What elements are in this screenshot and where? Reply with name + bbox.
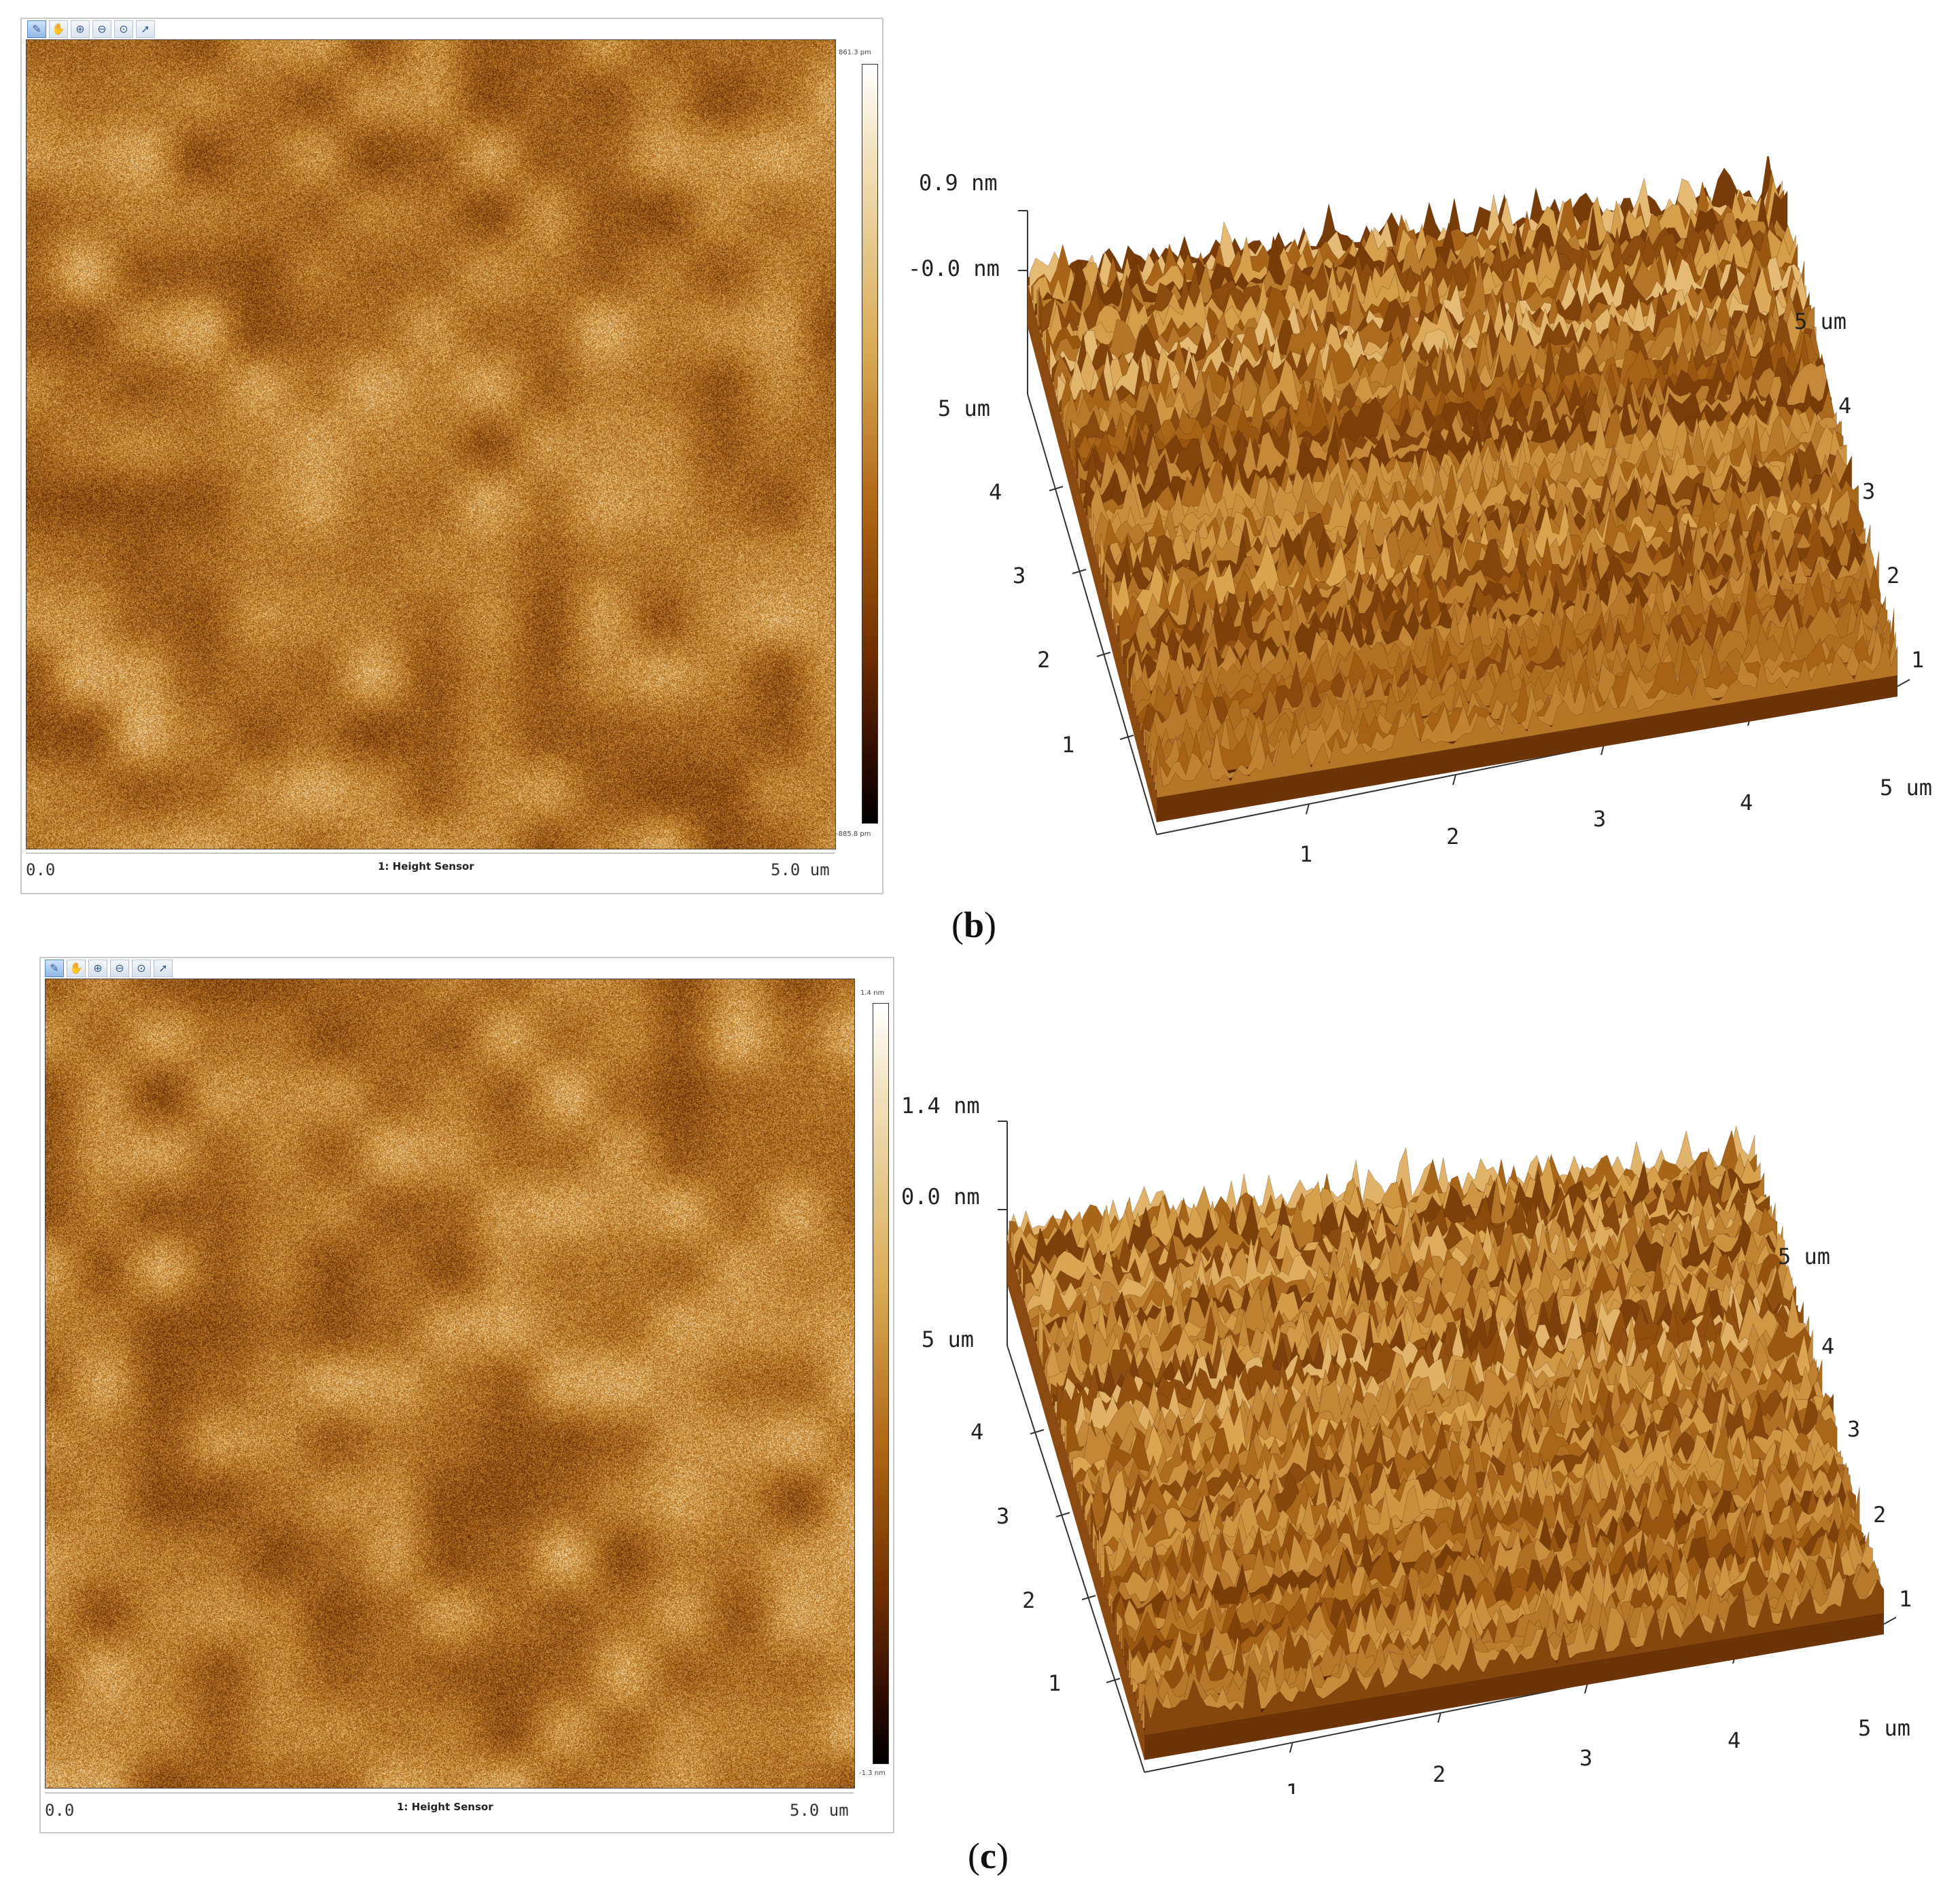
x-tick-1-b: 1: [1299, 841, 1312, 863]
z-top-label-c: 1.4 nm: [901, 1093, 980, 1119]
y-tick-4-c: 4: [970, 1419, 983, 1445]
surface-left-b: [1028, 283, 1157, 822]
x-tick-4-b: 4: [1740, 790, 1753, 815]
z-top-label-b: 0.9 nm: [919, 170, 998, 196]
toolbar-c: ✎ ✋ ⊕ ⊖ ⊙ ➚: [45, 958, 173, 979]
colorbar-min-c: -1.3 nm: [859, 1770, 886, 1777]
y-tick-3-c: 3: [996, 1503, 1009, 1529]
panel-label-c: (c): [968, 1835, 1009, 1876]
right-tick-1-b: 1: [1911, 647, 1924, 673]
surface-front-c: [1144, 1611, 1884, 1760]
right-tick-3-b: 3: [1862, 478, 1875, 504]
x-tick-2-c: 2: [1433, 1761, 1446, 1787]
right-tick-2-b: 2: [1887, 563, 1900, 588]
right-tick-3-c: 3: [1847, 1416, 1860, 1442]
right-tick-4-c: 4: [1821, 1333, 1834, 1359]
x-tick-1-c: 1: [1286, 1779, 1299, 1794]
right-max-label-b: 5 um: [1794, 309, 1847, 334]
channel-name-c: 1: Height Sensor: [397, 1801, 493, 1813]
axis-start-b: 0.0: [26, 860, 56, 879]
height-image-b: [26, 39, 836, 849]
x-tick-3-c: 3: [1579, 1745, 1592, 1771]
pencil-icon[interactable]: ✎: [45, 960, 64, 977]
z-mid-label-c: 0.0 nm: [901, 1184, 980, 1210]
y-max-label-c: 5 um: [922, 1326, 974, 1352]
zoom-out-icon[interactable]: ⊖: [92, 20, 111, 38]
surface-3d-c: 1.4 nm 0.0 nm 5 um 4 3 2 1 1 2 3 4 5 um …: [901, 1093, 1912, 1794]
channel-name-b: 1: Height Sensor: [378, 860, 474, 873]
surface-3d-b: 0.9 nm -0.0 nm 5 um 4 3 2 1 1 2 3 4 5 um…: [908, 156, 1932, 863]
x-tick-2-b: 2: [1446, 824, 1459, 849]
right-tick-4-b: 4: [1838, 393, 1851, 419]
zoom-reset-icon[interactable]: ⊙: [114, 20, 133, 38]
y-tick-2-c: 2: [1022, 1587, 1035, 1613]
axis-end-c: 5.0 um: [790, 1801, 849, 1820]
pencil-icon[interactable]: ✎: [27, 20, 46, 38]
y-axis-c: [1007, 1345, 1145, 1773]
zoom-in-icon[interactable]: ⊕: [88, 960, 107, 977]
y-max-label-b: 5 um: [938, 395, 990, 421]
right-tick-1-c: 1: [1899, 1586, 1912, 1612]
colorbar-max-c: 1.4 nm: [860, 989, 885, 997]
surface-spikes-c: [1007, 1125, 1885, 1736]
colorbar-c: [873, 1003, 889, 1764]
zoom-in-icon[interactable]: ⊕: [71, 20, 90, 38]
surface-left-c: [1007, 1238, 1144, 1760]
hand-icon[interactable]: ✋: [67, 960, 86, 977]
x-max-label-c: 5 um: [1858, 1715, 1910, 1741]
y-tick-1-c: 1: [1048, 1670, 1061, 1696]
right-tick-2-c: 2: [1873, 1502, 1886, 1528]
zoom-out-icon[interactable]: ⊖: [110, 960, 129, 977]
export-icon[interactable]: ➚: [154, 960, 173, 977]
axis-end-b: 5.0 um: [771, 860, 830, 879]
scan-axis-b: [26, 853, 835, 854]
right-max-label-c: 5 um: [1778, 1244, 1830, 1269]
toolbar-b: ✎ ✋ ⊕ ⊖ ⊙ ➚: [27, 19, 155, 39]
colorbar-b: [862, 64, 878, 824]
y-axis-b: [1027, 393, 1157, 835]
export-icon[interactable]: ➚: [136, 20, 155, 38]
y-tick-3-b: 3: [1013, 563, 1026, 588]
panel-label-b: (b): [951, 904, 997, 945]
y-tick-1-b: 1: [1062, 732, 1074, 758]
z-mid-label-b: -0.0 nm: [908, 256, 1000, 281]
colorbar-max-b: 861.3 pm: [839, 49, 871, 56]
colorbar-min-b: -885.8 pm: [836, 830, 871, 838]
zoom-reset-icon[interactable]: ⊙: [132, 960, 151, 977]
hand-icon[interactable]: ✋: [49, 20, 68, 38]
surface-spikes-b: [1027, 156, 1898, 798]
x-tick-3-b: 3: [1593, 806, 1606, 832]
y-tick-2-b: 2: [1037, 647, 1050, 673]
surface-front-b: [1157, 673, 1897, 822]
x-max-label-b: 5 um: [1880, 775, 1932, 801]
height-image-c: [45, 979, 855, 1789]
axis-start-c: 0.0: [45, 1801, 75, 1820]
y-tick-4-b: 4: [989, 479, 1002, 505]
x-tick-4-c: 4: [1728, 1727, 1740, 1753]
